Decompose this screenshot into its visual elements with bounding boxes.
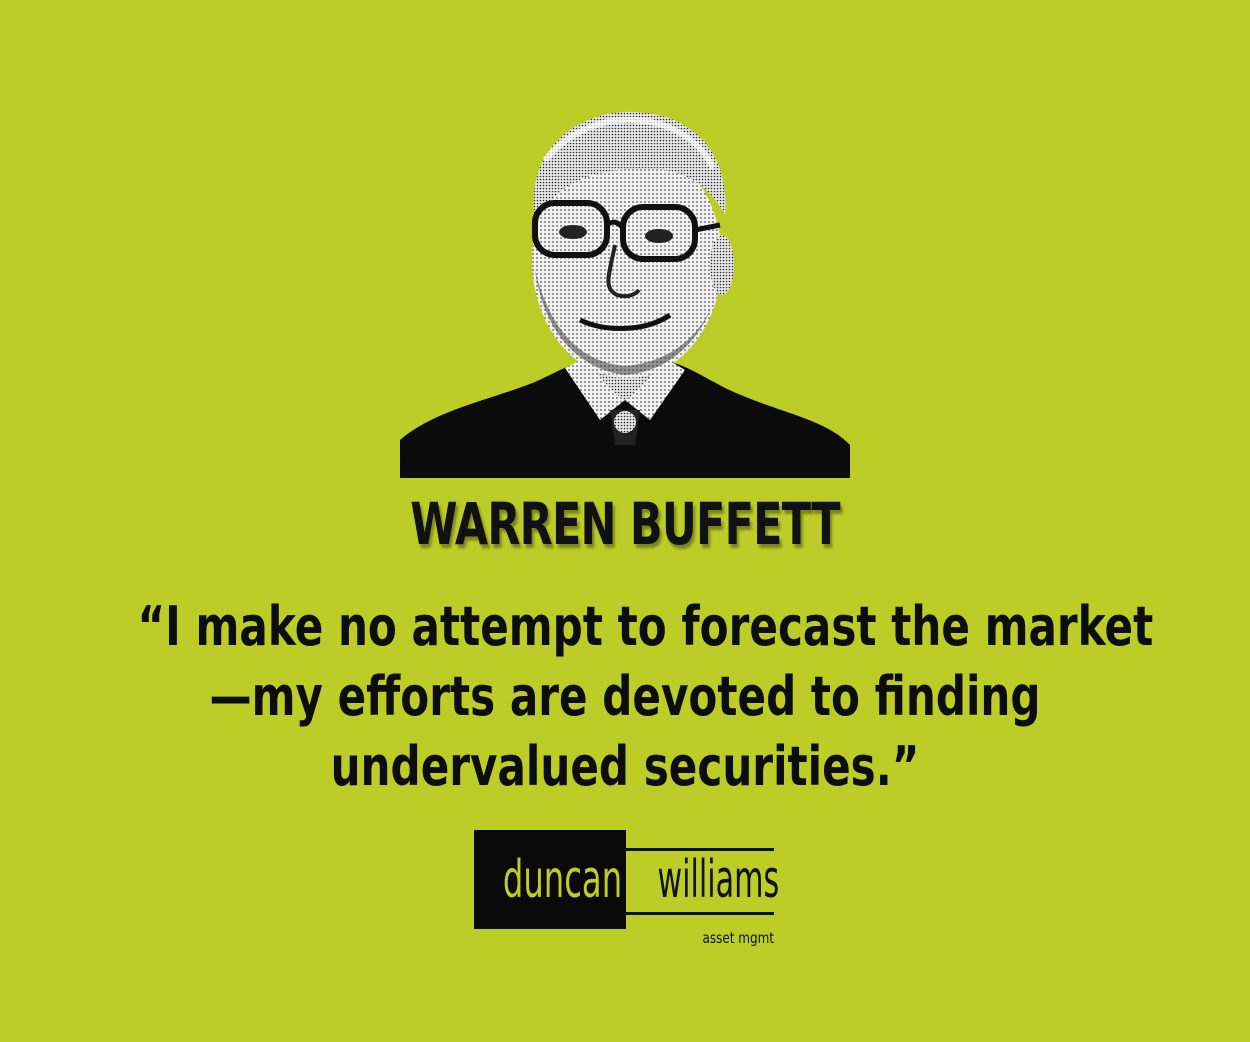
person-name: WARREN BUFFETT [410,490,840,558]
quote-text: “I make no attempt to forecast the marke… [137,592,1154,802]
logo-word-duncan: duncan [502,850,623,910]
logo-dark-block [474,830,626,929]
quote-line-3: undervalued securities.” [330,735,920,798]
quote-line-1: “I make no attempt to forecast the marke… [137,595,1154,658]
duncan-williams-logo: duncan williams asset mgmt [474,830,784,960]
portrait-image [400,111,850,478]
logo-tagline: asset mgmt [702,929,774,947]
logo-word-williams: williams [657,850,780,910]
logo-rule-bottom [626,912,774,915]
logo-rule-top [626,848,774,851]
quote-line-2: —my efforts are devoted to finding [209,665,1041,728]
